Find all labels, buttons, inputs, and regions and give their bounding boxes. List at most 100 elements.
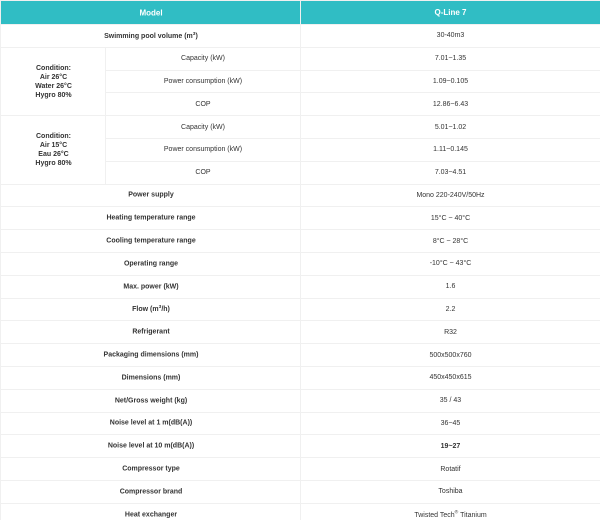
sub-value: 7.01~1.35 — [435, 55, 466, 62]
row-value-cell: Twisted Tech® Titanium — [301, 503, 600, 520]
row-value: 15°C ~ 40°C — [431, 215, 470, 222]
sub-label-cell: Power consumption (kW) — [106, 70, 301, 93]
row-label: Max. power (kW) — [1, 283, 301, 290]
row-value-cell: 8°C ~ 28°C — [301, 230, 600, 253]
table-row: Packaging dimensions (mm) 500x500x760 — [1, 344, 600, 367]
table-row: Noise level at 10 m(dB(A)) 19~27 — [1, 435, 600, 458]
sub-label: Power consumption (kW) — [164, 78, 242, 85]
sub-label-cell: COP — [106, 161, 301, 184]
row-value-cell: -10°C ~ 43°C — [301, 252, 600, 275]
table-row: Condition:Air 26°CWater 26°CHygro 80% Cap… — [1, 47, 600, 70]
sub-label: COP — [195, 169, 210, 176]
condition-text: Condition:Air 15°CEau 26°CHygro 80% — [1, 116, 106, 184]
row-value-cell: 30-40m3 — [301, 25, 600, 48]
row-value-cell: 500x500x760 — [301, 344, 600, 367]
row-value: Toshiba — [438, 488, 462, 495]
row-value-cell: 36~45 — [301, 412, 600, 435]
header-product-label: Q-Line 7 — [434, 8, 466, 17]
row-label-cell: Flow (m3/h) — [1, 298, 106, 321]
sub-label: Power consumption (kW) — [164, 146, 242, 153]
row-label: Cooling temperature range — [1, 238, 301, 245]
table-row: RefrigerantR32 — [1, 321, 600, 344]
row-label: Heat exchanger — [1, 511, 301, 518]
row-value: -10°C ~ 43°C — [430, 260, 472, 267]
row-label-cell: Compressor type — [1, 458, 106, 481]
row-label: Noise level at 10 m(dB(A)) — [1, 443, 301, 450]
row-label-cell: Noise level at 1 m(dB(A)) — [1, 412, 106, 435]
header-row: Model Q-Line 7 — [1, 1, 600, 25]
row-value: Rotatif — [440, 466, 460, 473]
row-value: 1.6 — [446, 283, 456, 290]
table-row: Net/Gross weight (kg) 35 / 43 — [1, 389, 600, 412]
row-value: 450x450x615 — [429, 374, 471, 381]
table-row: Noise level at 1 m(dB(A)) 36~45 — [1, 412, 600, 435]
sub-value-cell: 5.01~1.02 — [301, 116, 600, 139]
row-value-cell: 35 / 43 — [301, 389, 600, 412]
row-label-cell: Dimensions (mm) — [1, 366, 106, 389]
row-value: 19~27 — [441, 443, 461, 450]
sub-label: COP — [195, 101, 210, 108]
table-row: Compressor type Rotatif — [1, 458, 600, 481]
row-value: 8°C ~ 28°C — [433, 238, 468, 245]
row-label: Net/Gross weight (kg) — [1, 397, 301, 404]
row-label-cell: Cooling temperature range — [1, 230, 106, 253]
sub-value-cell: 7.03~4.51 — [301, 161, 600, 184]
row-value-cell: R32 — [301, 321, 600, 344]
row-value: Mono 220-240V/50Hz — [416, 192, 484, 199]
sub-value: 7.03~4.51 — [435, 169, 466, 176]
table-row: Operating range -10°C ~ 43°C — [1, 252, 600, 275]
table-row: Cooling temperature range 8°C ~ 28°C — [1, 230, 600, 253]
row-value-cell: Rotatif — [301, 458, 600, 481]
sub-value: 1.11~0.145 — [433, 146, 468, 153]
sub-value: 1.09~0.105 — [433, 78, 468, 85]
header-product: Q-Line 7 — [301, 1, 600, 25]
row-label-cell: Packaging dimensions (mm) — [1, 344, 106, 367]
sub-label-cell: Capacity (kW) — [106, 47, 301, 70]
row-label: Packaging dimensions (mm) — [1, 352, 301, 359]
table-row: Heating temperature range 15°C ~ 40°C — [1, 207, 600, 230]
table-row: Condition:Air 15°CEau 26°CHygro 80%Capac… — [1, 116, 600, 139]
row-label-cell: Power supply — [1, 184, 106, 207]
row-label-cell: Operating range — [1, 252, 106, 275]
sub-label: Capacity (kW) — [181, 55, 225, 62]
sub-value: 12.86~6.43 — [433, 101, 468, 108]
sub-value-cell: 7.01~1.35 — [301, 47, 600, 70]
row-label: Noise level at 1 m(dB(A)) — [1, 420, 301, 427]
table-row: Max. power (kW) 1.6 — [1, 275, 600, 298]
row-label: Refrigerant — [1, 329, 301, 336]
sub-value-cell: 1.11~0.145 — [301, 138, 600, 161]
row-value: 36~45 — [441, 420, 461, 427]
row-label: Compressor brand — [1, 488, 301, 495]
condition-cell: Condition:Air 26°CWater 26°CHygro 80% — [1, 47, 106, 70]
row-value: 500x500x760 — [429, 352, 471, 359]
row-label-cell: Heat exchanger — [1, 503, 106, 520]
spec-table: Model Q-Line 7 Swimming pool volume (m3) 30… — [0, 0, 600, 520]
sub-label-cell: Power consumption (kW) — [106, 138, 301, 161]
sub-value-cell: 1.09~0.105 — [301, 70, 600, 93]
row-label-cell: Heating temperature range — [1, 207, 106, 230]
table-row: Dimensions (mm) 450x450x615 — [1, 366, 600, 389]
row-value-cell: 450x450x615 — [301, 366, 600, 389]
header-model: Model — [1, 1, 106, 25]
sub-label-cell: Capacity (kW) — [106, 116, 301, 139]
condition-text: Condition:Air 26°CWater 26°CHygro 80% — [1, 48, 106, 116]
row-label-cell: Net/Gross weight (kg) — [1, 389, 106, 412]
row-value: 2.2 — [446, 306, 456, 313]
row-value-cell: Toshiba — [301, 480, 600, 503]
row-value-cell: 2.2 — [301, 298, 600, 321]
row-label: Flow (m3/h) — [1, 305, 301, 313]
row-value-cell: 15°C ~ 40°C — [301, 207, 600, 230]
row-value-cell: 19~27 — [301, 435, 600, 458]
sub-label-cell: COP — [106, 93, 301, 116]
row-label: Heating temperature range — [1, 215, 301, 222]
sub-label: Capacity (kW) — [181, 124, 225, 131]
table-row: Heat exchangerTwisted Tech® Titanium — [1, 503, 600, 520]
row-label: Swimming pool volume (m3) — [1, 32, 301, 40]
row-label: Power supply — [1, 192, 301, 199]
row-value: 35 / 43 — [440, 397, 461, 404]
row-value-cell: Mono 220-240V/50Hz — [301, 184, 600, 207]
row-value: 30-40m3 — [437, 32, 465, 39]
row-label-cell: Swimming pool volume (m3) — [1, 25, 106, 48]
sub-value: 5.01~1.02 — [435, 124, 466, 131]
row-label-cell: Compressor brand — [1, 480, 106, 503]
